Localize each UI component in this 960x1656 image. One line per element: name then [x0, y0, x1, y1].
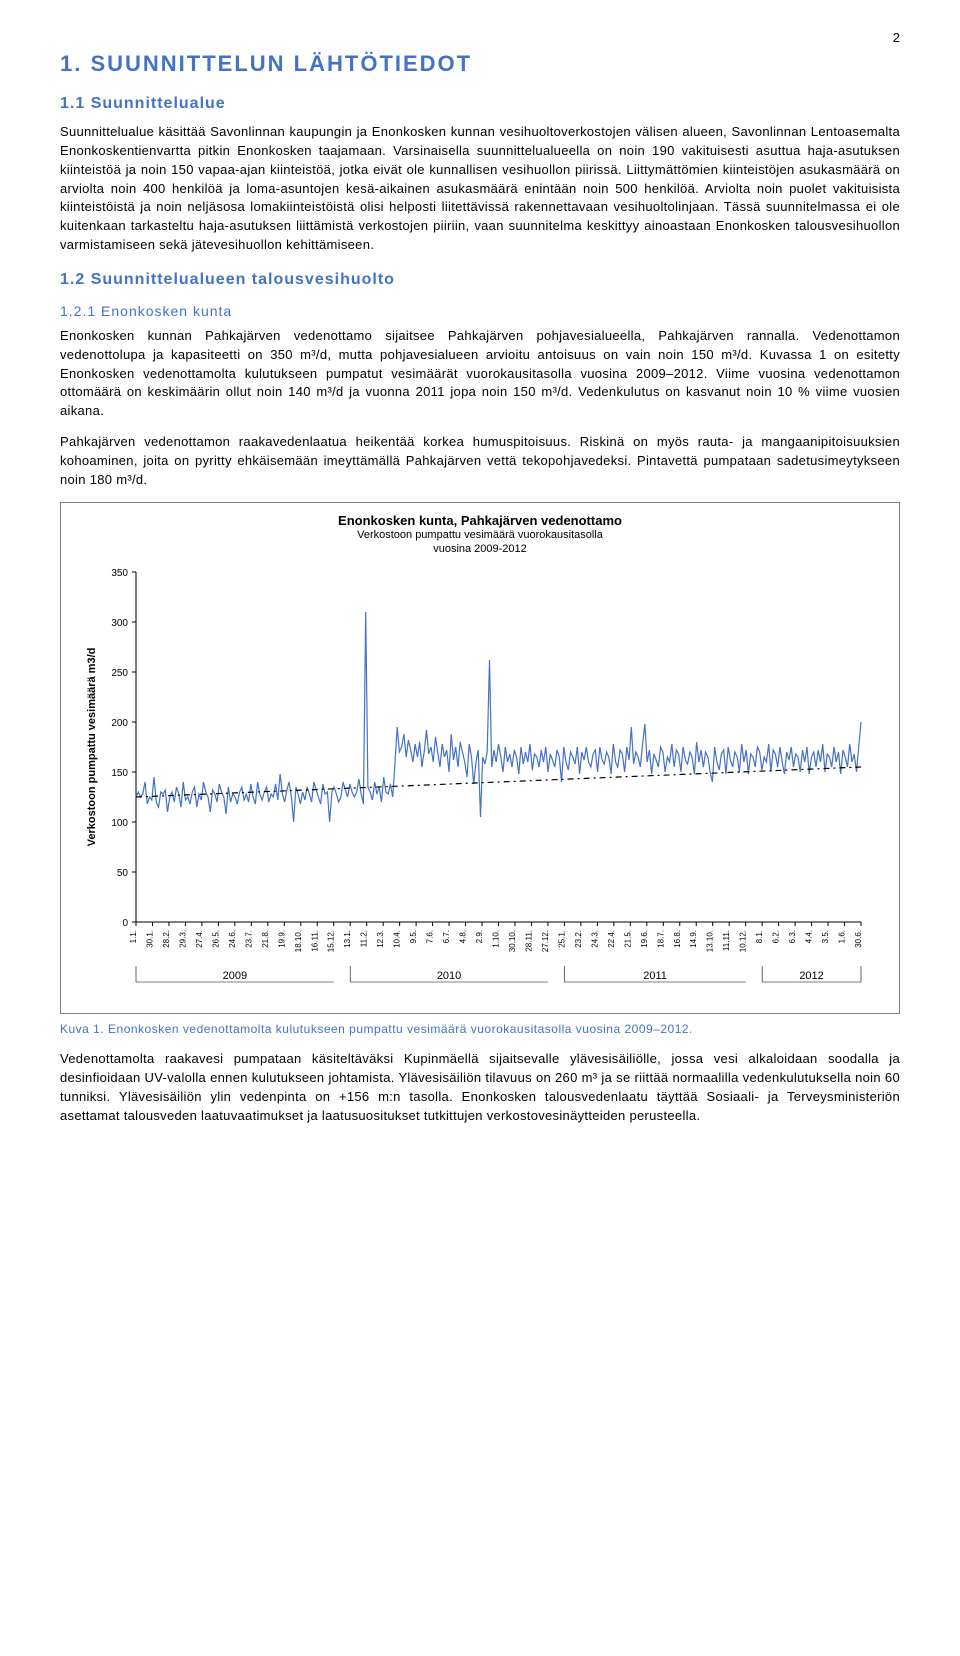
svg-text:0: 0	[122, 918, 128, 929]
svg-text:2009: 2009	[223, 970, 247, 982]
paragraph-1: Suunnittelualue käsittää Savonlinnan kau…	[60, 123, 900, 255]
heading-1-2: 1.2 Suunnittelualueen talousvesihuolto	[60, 271, 900, 289]
chart-subtitle: Verkostoon pumpattu vesimäärä vuorokausi…	[81, 528, 879, 557]
line-chart: 0 50 100 150 200 250 300 350 Verkostoon pumpattu…	[81, 562, 871, 1002]
svg-text:26.5.: 26.5.	[211, 930, 220, 948]
svg-text:30.6.: 30.6.	[854, 930, 863, 948]
svg-text:24.3.: 24.3.	[590, 930, 599, 948]
svg-text:18.10.: 18.10.	[294, 930, 303, 952]
svg-text:350: 350	[111, 568, 128, 579]
svg-text:16.8.: 16.8.	[673, 930, 682, 948]
svg-text:3.5.: 3.5.	[821, 930, 830, 943]
svg-text:29.3.: 29.3.	[178, 930, 187, 948]
svg-text:14.9.: 14.9.	[689, 930, 698, 948]
svg-text:1.6.: 1.6.	[838, 930, 847, 943]
svg-text:19.9.: 19.9.	[277, 930, 286, 948]
svg-text:8.1.: 8.1.	[755, 930, 764, 943]
svg-text:12.3.: 12.3.	[376, 930, 385, 948]
svg-text:28.2.: 28.2.	[162, 930, 171, 948]
svg-text:15.12.: 15.12.	[327, 930, 336, 952]
svg-text:10.4.: 10.4.	[393, 930, 402, 948]
svg-text:30.10.: 30.10.	[508, 930, 517, 952]
page-number: 2	[60, 30, 900, 45]
svg-text:1.10.: 1.10.	[492, 930, 501, 948]
heading-1-1: 1.1 Suunnittelualue	[60, 95, 900, 113]
svg-text:100: 100	[111, 818, 128, 829]
svg-text:22.4.: 22.4.	[607, 930, 616, 948]
svg-text:50: 50	[117, 868, 129, 879]
svg-text:11.2.: 11.2.	[360, 930, 369, 947]
svg-text:2.9.: 2.9.	[475, 930, 484, 943]
svg-text:28.11.: 28.11.	[524, 930, 533, 952]
svg-text:23.7.: 23.7.	[244, 930, 253, 948]
svg-text:7.6.: 7.6.	[426, 930, 435, 943]
svg-text:150: 150	[111, 768, 128, 779]
svg-text:21.8.: 21.8.	[261, 930, 270, 948]
paragraph-3: Pahkajärven vedenottamon raakavedenlaatu…	[60, 433, 900, 490]
svg-text:4.8.: 4.8.	[459, 930, 468, 943]
paragraph-4: Vedenottamolta raakavesi pumpataan käsit…	[60, 1050, 900, 1125]
svg-text:27.12.: 27.12.	[541, 930, 550, 952]
svg-text:10.12.: 10.12.	[739, 930, 748, 952]
svg-text:200: 200	[111, 718, 128, 729]
svg-text:Verkostoon pumpattu vesimäärä: Verkostoon pumpattu vesimäärä m3/d	[86, 648, 98, 847]
svg-text:18.7.: 18.7.	[656, 930, 665, 948]
svg-text:6.3.: 6.3.	[788, 930, 797, 943]
paragraph-2: Enonkosken kunnan Pahkajärven vedenottam…	[60, 327, 900, 421]
svg-text:6.7.: 6.7.	[442, 930, 451, 943]
chart-title: Enonkosken kunta, Pahkajärven vedenottam…	[81, 513, 879, 528]
svg-text:21.5.: 21.5.	[623, 930, 632, 948]
svg-text:11.11.: 11.11.	[722, 930, 731, 951]
svg-text:24.6.: 24.6.	[228, 930, 237, 948]
svg-text:16.11.: 16.11.	[310, 930, 319, 952]
svg-text:1.1.: 1.1.	[129, 930, 138, 943]
svg-text:19.6.: 19.6.	[640, 930, 649, 948]
svg-text:9.5.: 9.5.	[409, 930, 418, 943]
svg-text:13.10.: 13.10.	[706, 930, 715, 952]
heading-1-2-1: 1.2.1 Enonkosken kunta	[60, 303, 900, 319]
svg-text:30.1.: 30.1.	[145, 930, 154, 948]
svg-text:27.4.: 27.4.	[195, 930, 204, 948]
svg-text:23.2.: 23.2.	[574, 930, 583, 948]
svg-text:25.1.: 25.1.	[557, 930, 566, 948]
chart-container: Enonkosken kunta, Pahkajärven vedenottam…	[60, 502, 900, 1015]
svg-text:2010: 2010	[437, 970, 461, 982]
svg-text:4.4.: 4.4.	[805, 930, 814, 943]
document-page: 2 1. SUUNNITTELUN LÄHTÖTIEDOT 1.1 Suunni…	[0, 0, 960, 1178]
figure-caption: Kuva 1. Enonkosken vedenottamolta kulutu…	[60, 1022, 900, 1036]
svg-text:300: 300	[111, 618, 128, 629]
svg-text:2012: 2012	[799, 970, 823, 982]
svg-text:6.2.: 6.2.	[772, 930, 781, 943]
svg-text:13.1.: 13.1.	[343, 930, 352, 948]
heading-1: 1. SUUNNITTELUN LÄHTÖTIEDOT	[60, 51, 900, 77]
svg-text:2011: 2011	[643, 970, 667, 982]
svg-text:250: 250	[111, 668, 128, 679]
